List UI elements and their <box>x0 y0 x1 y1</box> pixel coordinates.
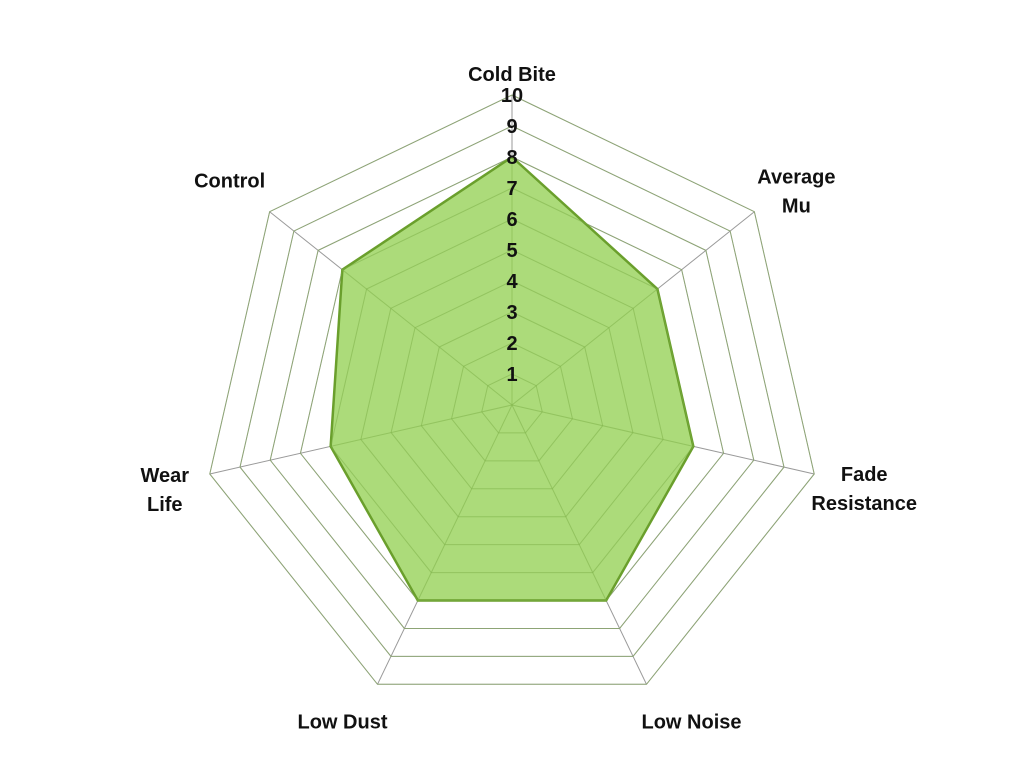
grid-ring-overlay <box>330 218 694 574</box>
data-area <box>329 155 695 602</box>
axis-label: Life <box>147 494 183 516</box>
grid-ring-overlay <box>390 280 634 518</box>
grid-spoke-overlay <box>511 404 694 447</box>
axis-label: Mu <box>782 196 811 218</box>
axis-label: Low Noise <box>641 711 741 733</box>
grid-ring-overlay <box>420 311 604 490</box>
axis-label: Cold Bite <box>468 64 556 86</box>
axis-label: Resistance <box>811 493 917 515</box>
grid-ring-overlay <box>451 342 573 462</box>
grid-spoke-overlay <box>511 404 607 601</box>
grid-ring-9 <box>239 125 785 657</box>
tick-label: 4 <box>506 271 518 293</box>
grid-spoke-overlay <box>330 404 513 447</box>
grid-ring-10 <box>209 94 815 685</box>
tick-label: 9 <box>506 116 517 138</box>
grid-spoke-overlay <box>417 404 513 601</box>
tick-label: 1 <box>506 364 517 386</box>
tick-label: 8 <box>506 147 517 169</box>
tick-label: 5 <box>506 240 517 262</box>
tick-label: 2 <box>506 333 517 355</box>
tick-label: 7 <box>506 178 517 200</box>
axis-label: Average <box>757 167 835 189</box>
grid-ring-overlay <box>360 249 664 546</box>
axis-label: Wear <box>140 465 189 487</box>
grid-ring-overlay <box>481 373 543 434</box>
grid-ring-overlay <box>209 94 815 685</box>
grid-ring-overlay <box>239 125 785 657</box>
tick-label: 10 <box>501 85 523 107</box>
grid-ring-8 <box>269 156 755 629</box>
axis-label: Low Dust <box>297 711 387 733</box>
grid-ring-overlay <box>269 156 755 629</box>
grid-ring-overlay <box>299 187 725 602</box>
axis-label: Fade <box>841 464 888 486</box>
axis-label: Control <box>194 171 265 193</box>
grid-spoke-overlay <box>342 269 513 406</box>
grid-spoke-overlay <box>511 288 658 406</box>
tick-label: 6 <box>506 209 517 231</box>
tick-label: 3 <box>506 302 517 324</box>
